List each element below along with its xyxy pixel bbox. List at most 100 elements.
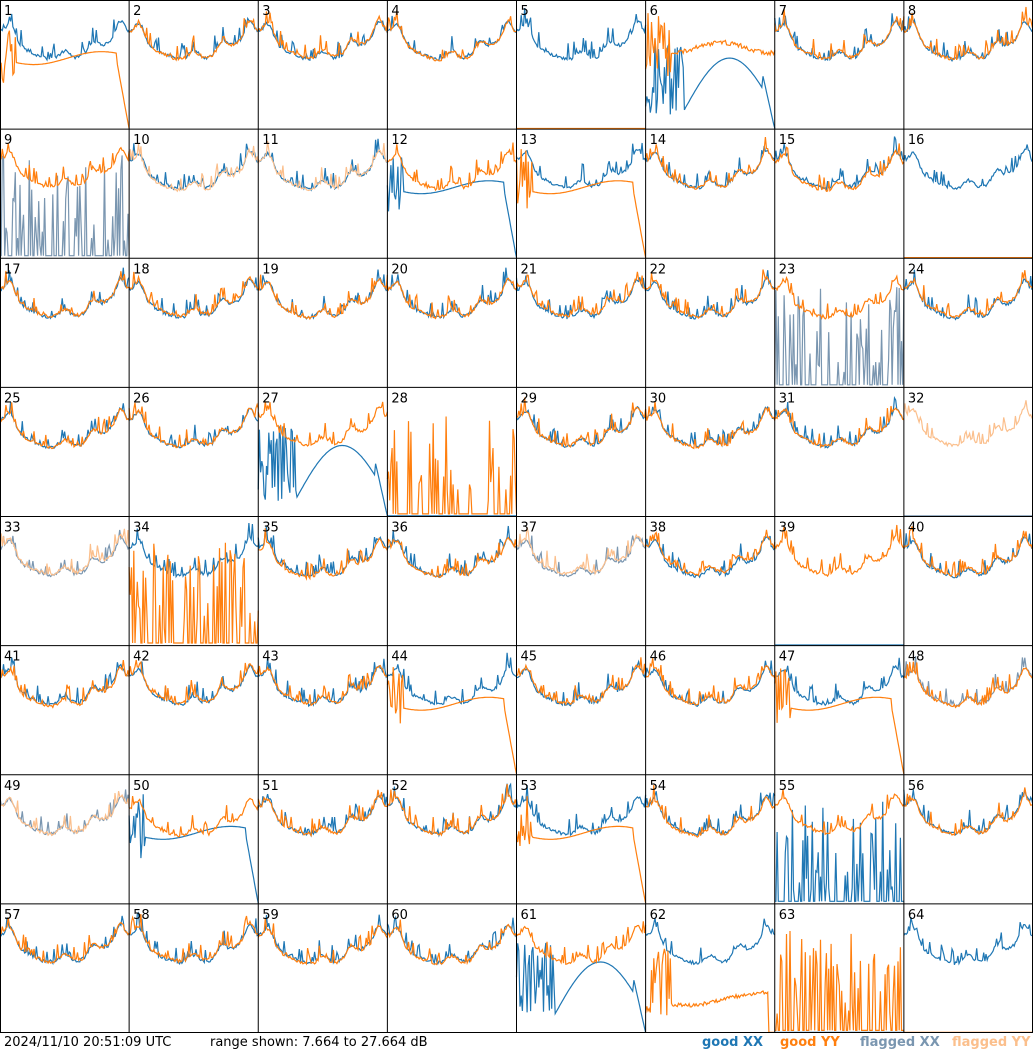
- panel-19-yy-line: [258, 274, 388, 321]
- panel-12-xx-line: [386, 157, 518, 258]
- panel-3: 3: [257, 4, 388, 62]
- panel-9-yy-line: [0, 143, 130, 189]
- panel-4-xx-line: [387, 15, 517, 61]
- panel-32-label: 32: [908, 391, 925, 406]
- panel-20-label: 20: [391, 262, 408, 277]
- panel-26-label: 26: [133, 391, 150, 406]
- panel-3-xx-line: [257, 20, 388, 62]
- panel-38-yy-line: [645, 529, 776, 577]
- panel-19: 19: [258, 262, 388, 321]
- panel-44-yy-line: [386, 667, 518, 775]
- panel-51-xx-line: [257, 793, 388, 838]
- panel-33: 33: [0, 521, 130, 578]
- panel-48: 48: [903, 650, 1033, 709]
- panel-64-xx-line: [903, 916, 1033, 966]
- panel-31-yy-line: [774, 405, 905, 449]
- panel-58-xx-line: [128, 911, 259, 966]
- panel-35-label: 35: [262, 521, 279, 536]
- panel-36-yy-line: [386, 536, 518, 579]
- panel-56-label: 56: [908, 779, 925, 794]
- panel-48-label: 48: [908, 650, 925, 665]
- panel-42-xx-line: [128, 661, 259, 707]
- panel-35-yy-line: [258, 528, 388, 581]
- panel-47-label: 47: [779, 650, 796, 665]
- panel-45-label: 45: [521, 650, 538, 665]
- panel-37-yy-line: [516, 526, 646, 576]
- panel-49-yy-line: [0, 790, 130, 837]
- panel-25: 25: [0, 391, 130, 450]
- panel-4-label: 4: [391, 4, 399, 19]
- panel-30-label: 30: [650, 391, 667, 406]
- panel-57-xx-line: [0, 915, 130, 966]
- legend-flagged-yy: flagged YY: [952, 1035, 1031, 1050]
- panel-57: 57: [0, 908, 130, 966]
- panel-28: 28: [386, 391, 518, 517]
- panel-24-xx-line: [903, 269, 1033, 321]
- panel-18: 18: [128, 262, 259, 319]
- panel-43-label: 43: [262, 650, 279, 665]
- panel-62: 62: [645, 908, 776, 1033]
- panel-21-label: 21: [521, 262, 538, 277]
- panel-6-yy-line: [645, 13, 776, 77]
- panel-25-xx-line: [0, 401, 130, 450]
- panel-39: 39: [774, 521, 905, 646]
- panel-14-label: 14: [650, 133, 667, 148]
- legend-good-xx: good XX: [702, 1035, 764, 1050]
- panel-41-label: 41: [4, 650, 21, 665]
- panel-30: 30: [645, 391, 776, 450]
- panel-57-label: 57: [4, 908, 21, 923]
- panel-53: 53: [515, 779, 647, 904]
- panel-20-yy-line: [386, 277, 517, 320]
- panel-63: 63: [774, 908, 904, 1033]
- timestamp: 2024/11/10 20:51:09 UTC: [4, 1035, 172, 1050]
- panel-17-xx-line: [0, 267, 130, 320]
- panel-8: 8: [903, 4, 1033, 62]
- panel-64: 64: [903, 908, 1033, 1033]
- panel-29-yy-line: [516, 397, 647, 448]
- panel-14-xx-line: [645, 145, 776, 190]
- panel-1-yy-line: [0, 30, 130, 129]
- panel-1: 1: [0, 4, 130, 129]
- panel-42-label: 42: [133, 650, 150, 665]
- panel-27: 27: [257, 391, 388, 517]
- panel-43-yy-line: [257, 664, 388, 707]
- panel-10-yy-line: [128, 143, 259, 193]
- panel-33-xx-line: [0, 529, 130, 578]
- panel-51: 51: [257, 779, 388, 838]
- panel-14-yy-line: [645, 137, 775, 190]
- panel-41-yy-line: [0, 660, 130, 709]
- panel-25-yy-line: [0, 402, 130, 450]
- panel-18-label: 18: [133, 262, 150, 277]
- panel-11-yy-line: [257, 140, 388, 192]
- panel-49: 49: [0, 779, 130, 837]
- panel-7-label: 7: [779, 4, 787, 19]
- panel-32: 32: [903, 391, 1033, 517]
- panel-52-label: 52: [391, 779, 408, 794]
- panel-17-yy-line: [0, 270, 130, 319]
- panel-37-xx-line: [515, 535, 647, 578]
- panel-27-yy-line: [257, 401, 388, 447]
- panel-17: 17: [0, 262, 130, 320]
- panel-47: 47: [774, 650, 905, 775]
- panel-29: 29: [516, 391, 647, 449]
- panel-52: 52: [386, 779, 518, 838]
- panel-12: 12: [386, 133, 518, 258]
- panel-11-label: 11: [262, 133, 279, 148]
- panel-44-xx-line: [386, 652, 517, 706]
- panel-46-yy-line: [645, 658, 776, 706]
- panel-20: 20: [386, 262, 518, 320]
- panel-44: 44: [386, 650, 518, 775]
- legend-good-yy: good YY: [780, 1035, 840, 1050]
- panel-64-label: 64: [908, 908, 925, 923]
- panel-53-xx-line: [515, 784, 647, 837]
- panel-13: 13: [515, 133, 647, 258]
- panel-34: 34: [128, 521, 259, 644]
- panel-56: 56: [903, 779, 1033, 837]
- panel-6: 6: [645, 4, 776, 129]
- panel-40-label: 40: [908, 521, 925, 536]
- panel-19-label: 19: [262, 262, 279, 277]
- panel-3-label: 3: [262, 4, 270, 19]
- panel-58: 58: [128, 908, 259, 966]
- panel-46-label: 46: [650, 650, 667, 665]
